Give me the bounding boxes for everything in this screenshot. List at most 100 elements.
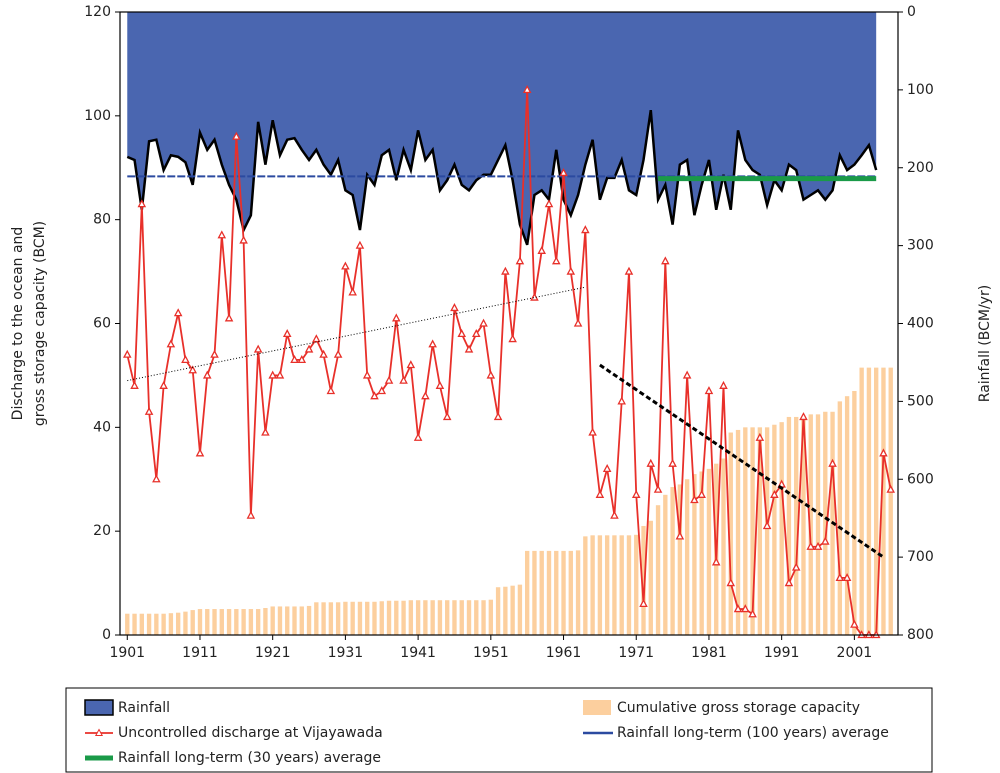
bar: [874, 367, 879, 635]
y-tick-label: 60: [93, 316, 111, 332]
discharge-marker: [624, 266, 634, 275]
bar: [219, 609, 224, 635]
bar: [575, 550, 581, 635]
discharge-marker: [173, 308, 183, 317]
discharge-marker: [144, 406, 154, 415]
discharge-marker: [392, 313, 401, 322]
bar: [430, 600, 435, 635]
discharge-marker: [835, 573, 845, 582]
bar: [365, 601, 370, 635]
legend-label: Cumulative gross storage capacity: [617, 700, 860, 716]
y-tick-label: 0: [102, 627, 111, 643]
bar: [423, 600, 428, 635]
bar: [343, 601, 348, 635]
discharge-marker: [377, 386, 387, 395]
bar: [619, 535, 624, 635]
discharge-marker: [799, 412, 808, 421]
bar: [481, 600, 486, 635]
bar: [401, 600, 406, 635]
bar: [139, 613, 144, 635]
discharge-marker: [595, 489, 605, 498]
discharge-marker: [406, 360, 416, 369]
discharge-marker: [290, 354, 299, 363]
discharge-marker: [348, 287, 357, 296]
bar: [248, 609, 254, 635]
discharge-marker: [559, 168, 568, 177]
x-tick-label: 1981: [691, 645, 727, 661]
y-tick-label: 40: [93, 419, 111, 435]
discharge-marker: [312, 334, 321, 343]
discharge-marker: [791, 562, 801, 571]
x-tick-label: 1971: [618, 645, 654, 661]
discharge-marker: [682, 370, 692, 379]
bar: [386, 600, 392, 635]
bar: [706, 468, 712, 635]
bar: [437, 600, 443, 635]
bar: [794, 416, 799, 635]
discharge-marker: [181, 354, 190, 363]
discharge-marker: [610, 510, 619, 519]
discharge-marker: [690, 495, 699, 504]
bar: [561, 550, 566, 635]
discharge-marker: [239, 235, 248, 244]
bar: [154, 613, 159, 635]
bar: [168, 613, 174, 635]
bar: [554, 550, 559, 635]
x-tick-label: 2001: [837, 645, 873, 661]
discharge-marker: [268, 370, 277, 379]
discharge-marker: [210, 349, 219, 358]
discharge-marker: [399, 375, 408, 384]
y2-tick-label: 500: [907, 393, 934, 409]
discharge-marker: [493, 412, 503, 421]
y2-tick-label: 800: [907, 627, 934, 643]
y-axis-label: Discharge to the ocean and: [10, 227, 26, 421]
y2-tick-label: 0: [907, 4, 916, 20]
bar: [757, 427, 763, 635]
bar: [677, 484, 683, 635]
discharge-line: [126, 89, 892, 636]
bar: [517, 584, 523, 635]
bar: [321, 602, 326, 635]
discharge-marker: [232, 131, 241, 140]
discharge-marker: [319, 349, 328, 358]
y-tick-label: 80: [93, 212, 111, 228]
bar: [728, 432, 733, 635]
legend-box: [65, 687, 933, 773]
discharge-marker: [762, 521, 772, 530]
discharge-marker: [573, 318, 583, 327]
discharge-marker: [370, 391, 379, 400]
trend-line: [599, 363, 885, 559]
y-axis-label: gross storage capacity (BCM): [32, 221, 48, 426]
bar: [263, 608, 268, 635]
discharge-marker: [384, 375, 394, 384]
discharge-marker: [326, 386, 336, 395]
discharge-marker: [631, 489, 641, 498]
discharge-marker: [464, 344, 474, 353]
discharge-marker: [784, 578, 794, 587]
bar: [452, 600, 457, 635]
bar: [641, 525, 646, 635]
bar: [292, 606, 297, 635]
x-tick-label: 1961: [546, 645, 582, 661]
discharge-marker: [435, 380, 445, 389]
discharge-marker: [261, 427, 270, 436]
discharge-marker: [224, 313, 234, 322]
y-tick-label: 120: [84, 4, 111, 20]
discharge-marker: [217, 230, 227, 239]
bar: [314, 602, 319, 635]
x-tick-label: 1941: [400, 645, 436, 661]
bar: [285, 606, 290, 635]
discharge-marker: [588, 427, 597, 436]
discharge-marker: [355, 240, 365, 249]
legend-swatch: [94, 728, 104, 736]
x-tick-label: 1911: [182, 645, 218, 661]
bar: [255, 609, 261, 635]
discharge-marker: [130, 380, 139, 389]
legend-swatch: [583, 700, 611, 715]
discharge-marker: [806, 541, 816, 550]
discharge-marker: [770, 489, 779, 498]
discharge-marker: [202, 370, 212, 379]
y2-tick-label: 700: [907, 549, 934, 565]
bar: [510, 585, 515, 635]
bar: [335, 602, 341, 635]
